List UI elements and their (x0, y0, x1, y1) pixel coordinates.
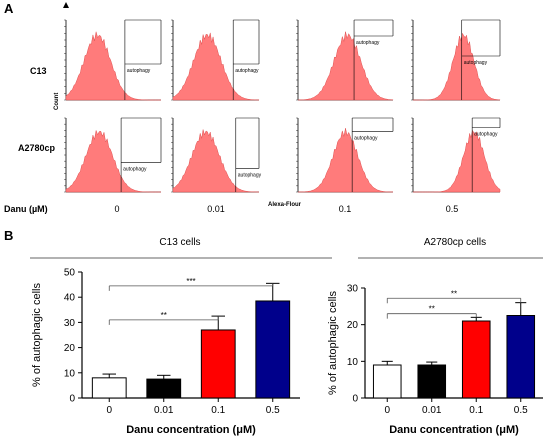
y-tick-label: 40 (64, 293, 76, 304)
y-tick-label: 10 (347, 357, 359, 368)
histogram-1-2: autophagy (296, 117, 394, 193)
x-tick-label: 0.01 (154, 405, 174, 416)
row-label-a2780cp: A2780cp (18, 143, 56, 153)
x-tick-label: 0.1 (211, 405, 225, 416)
y-tick-label: 0 (352, 394, 358, 405)
gate-label: autophagy (354, 135, 378, 141)
bar-0.01 (417, 364, 447, 399)
histogram-grid: autophagy autophagy autophagy autophagy auto… (63, 2, 501, 193)
x-tick-label: 0.5 (514, 405, 528, 416)
gate-label: autophagy (356, 40, 380, 46)
y-tick-label: 30 (64, 318, 76, 329)
significance-bracket: ** (108, 311, 219, 325)
gate-label: autophagy (464, 60, 488, 66)
panel-b-label: B (4, 228, 13, 243)
y-tick-label: 10 (64, 368, 76, 379)
gate-label: autophagy (474, 132, 498, 138)
gate-label: autophagy (238, 172, 262, 178)
treatment-label: Danu (µM) (4, 204, 48, 214)
column-label-0-01: 0.01 (207, 204, 225, 214)
bar-0.1 (200, 329, 236, 399)
y-axis-label: % of autophagic cells (31, 283, 43, 387)
gate-label: autophagy (235, 68, 259, 74)
column-label-0-1: 0.1 (339, 204, 352, 214)
histogram-1-1: autophagy (171, 117, 262, 193)
chart-title-a2780cp: A2780cp cells (424, 237, 486, 248)
x-tick-label: 0.01 (422, 405, 442, 416)
x-tick-label: 0 (384, 405, 390, 416)
x-tick-label: 0.5 (266, 405, 280, 416)
histogram-0-2: autophagy (296, 19, 394, 101)
y-tick-label: 0 (69, 394, 75, 405)
chart-title-c13: C13 cells (159, 237, 200, 248)
gate-label: autophagy (127, 68, 151, 74)
y-tick-label: 50 (64, 268, 76, 279)
bar-0.01 (146, 378, 182, 399)
x-axis-label: Danu concentration (μM) (126, 424, 256, 436)
bar-0.1 (461, 320, 491, 399)
significance-bracket: ** (386, 305, 477, 319)
significance-bracket: ** (386, 289, 522, 304)
y-tick-label: 30 (347, 284, 359, 295)
histogram-1-0: autophagy (64, 117, 162, 193)
bar-chart-1: 0 10 20 30 0 0.01 0.1 0.5 ** ** % of autophagic ce… (327, 284, 543, 436)
column-label-0-5: 0.5 (446, 204, 459, 214)
bar-0.5 (506, 315, 536, 399)
panel-a-label: A (4, 1, 14, 16)
histogram-0-3: autophagy (411, 19, 501, 101)
y-axis-label-count: Count (54, 93, 60, 110)
significance-label: ** (451, 289, 457, 298)
histogram-1-3: autophagy (411, 117, 501, 193)
y-tick-label: 20 (64, 343, 76, 354)
x-tick-label: 0 (106, 405, 112, 416)
bar-0.5 (255, 300, 291, 399)
bar-0 (372, 364, 402, 399)
bar-0 (91, 377, 127, 399)
y-axis-label: % of autophagic cells (327, 291, 339, 395)
row-label-c13: C13 (30, 66, 47, 76)
x-tick-label: 0.1 (469, 405, 483, 416)
significance-label: ** (429, 305, 435, 314)
y-tick-label: 20 (347, 320, 359, 331)
significance-label: ** (161, 311, 167, 320)
histogram-0-0: autophagy (63, 2, 162, 101)
histogram-0-1: autophagy (171, 19, 260, 101)
x-axis-label-alexa: Alexa-Flour (268, 202, 302, 208)
significance-bracket: *** (108, 277, 274, 291)
significance-label: *** (186, 277, 195, 286)
gate-label: autophagy (123, 166, 147, 172)
x-axis-label: Danu concentration (μM) (389, 424, 519, 436)
column-label-0: 0 (114, 204, 119, 214)
